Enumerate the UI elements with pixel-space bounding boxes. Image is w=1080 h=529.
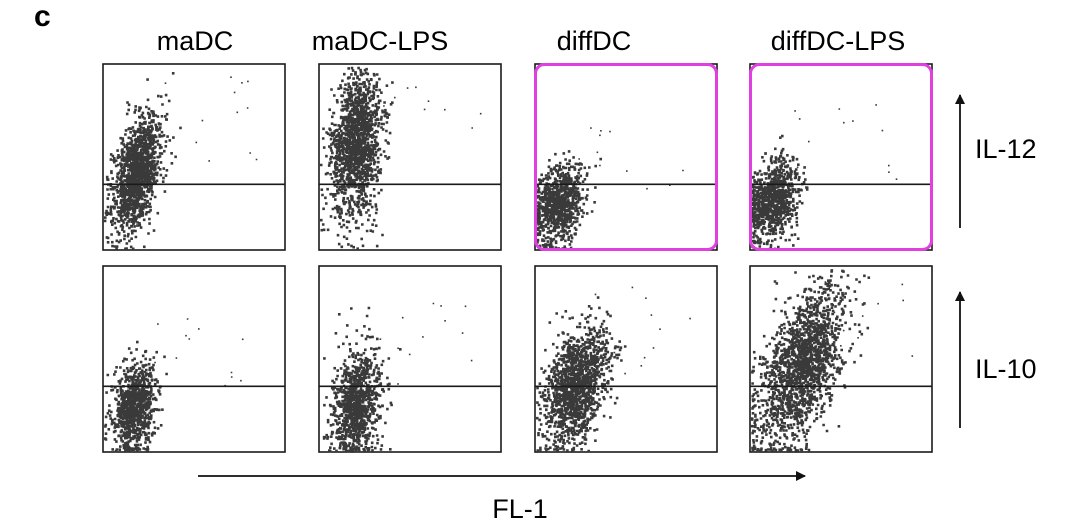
panel-letter: c: [34, 0, 51, 33]
scatter-points: [103, 72, 258, 251]
panel-il-10-madc: [102, 265, 286, 453]
column-title-diffdc: diffDC: [557, 26, 632, 56]
scatter-points: [104, 318, 244, 453]
plot-frame: [318, 265, 502, 453]
panel-il-12-diffdc: [534, 63, 718, 251]
column-title-diffdc-lps: diffDC-LPS: [771, 26, 906, 56]
scatter-points: [536, 286, 691, 453]
panel-il-12-diffdc-lps: [749, 63, 933, 251]
panel-il-10-diffdc: [534, 265, 718, 453]
row-label-il10: IL-10: [975, 354, 1037, 384]
scatter-points: [535, 127, 684, 251]
scatter-points: [322, 302, 473, 453]
row-label-il12: IL-12: [975, 134, 1037, 164]
x-axis-label: FL-1: [492, 494, 548, 524]
highlight-box: [534, 63, 718, 251]
panel-il-10-diffdc-lps: [749, 265, 933, 453]
panel-il-10-madc-lps: [318, 265, 502, 453]
column-title-madc-lps: maDC-LPS: [312, 26, 449, 56]
scatter-points: [750, 104, 898, 251]
scatter-points: [750, 269, 914, 453]
panel-il-12-madc: [102, 63, 286, 251]
scatter-points: [319, 66, 482, 250]
scatter-plot-grid: [102, 63, 933, 453]
panel-il-12-madc-lps: [318, 63, 502, 251]
column-title-madc: maDC: [157, 26, 234, 56]
highlight-box: [749, 63, 933, 251]
